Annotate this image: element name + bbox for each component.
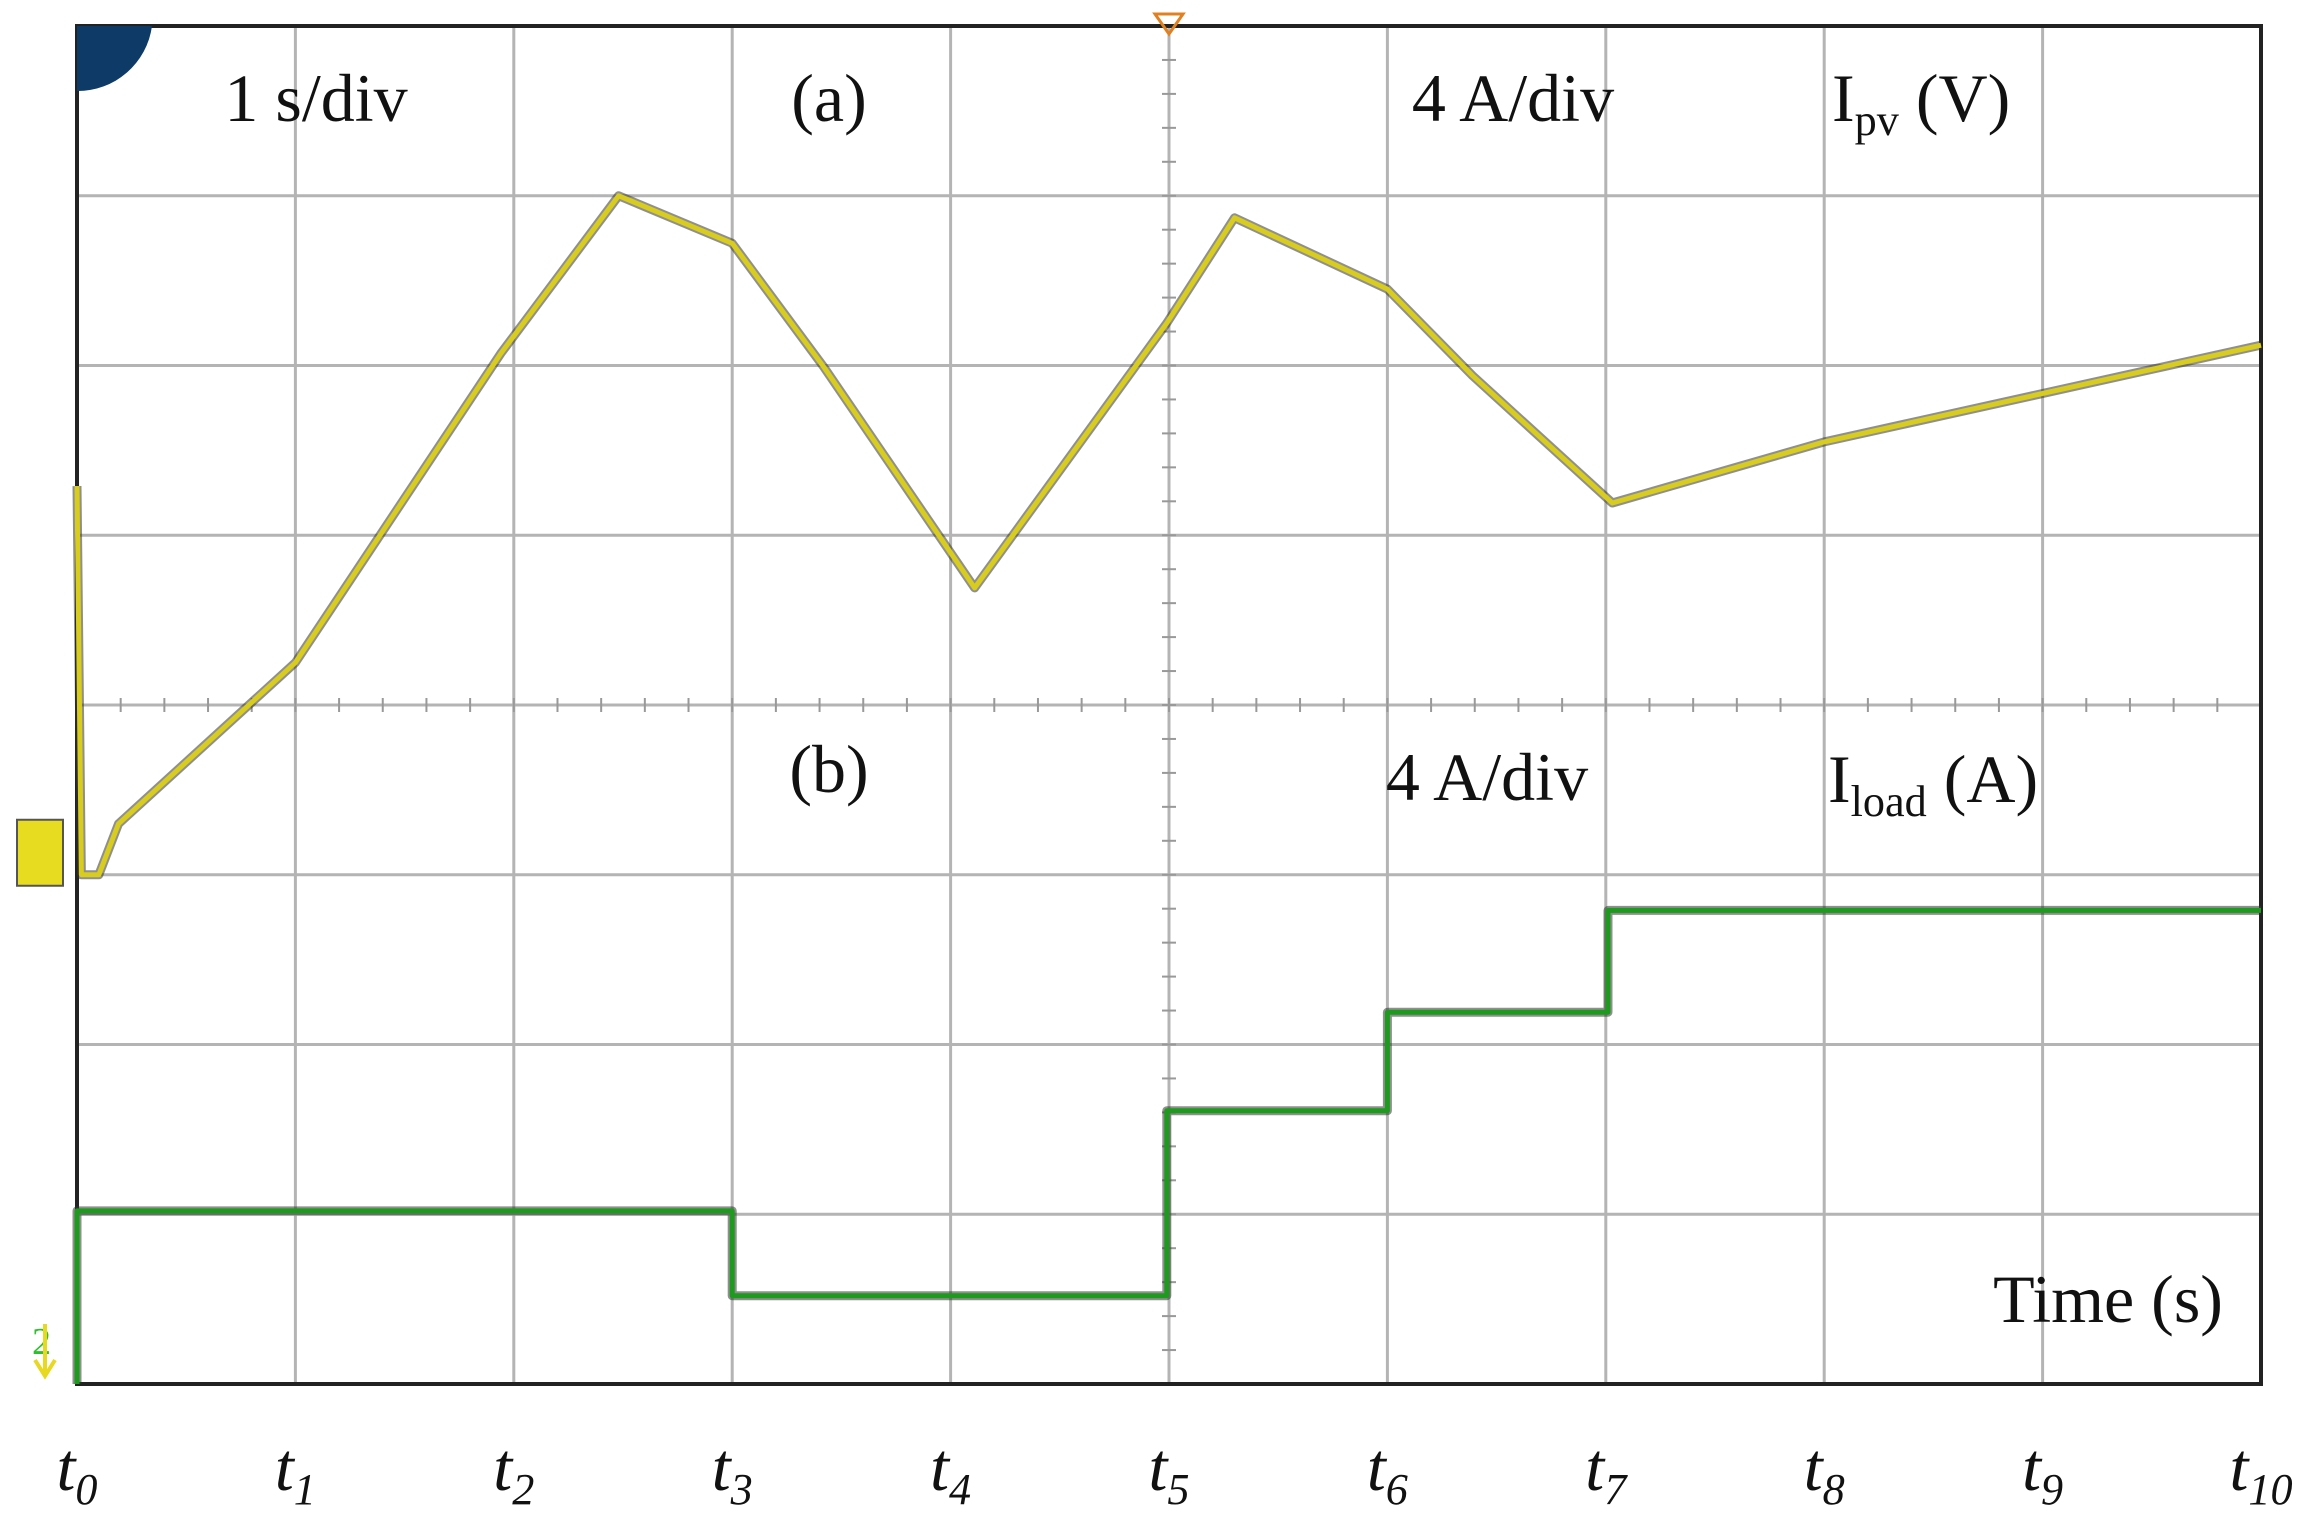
x-tick-label: t1 [275, 1429, 316, 1514]
x-tick-label: t3 [712, 1429, 753, 1514]
ch2-arrow [33, 1324, 57, 1380]
trace [74, 907, 2261, 1384]
x-tick-label: t4 [930, 1429, 971, 1514]
annotation: 4 A/div [1386, 739, 1588, 815]
x-tick-label: t5 [1149, 1429, 1190, 1514]
channel-marker: 2 [32, 1321, 51, 1363]
annotation: 4 A/div [1412, 60, 1614, 136]
x-tick-label: t6 [1367, 1429, 1408, 1514]
trigger-marker [1152, 12, 1186, 37]
x-tick-label: t10 [2229, 1429, 2292, 1514]
x-tick-label: t8 [1804, 1429, 1845, 1514]
x-tick-label: t0 [57, 1429, 98, 1514]
annotation: Ipv (V) [1832, 60, 2010, 145]
x-tick-label: t2 [493, 1429, 534, 1514]
annotation: Time (s) [1993, 1261, 2223, 1337]
annotation: Iload (A) [1828, 741, 2038, 826]
annotation: 1 s/div [224, 60, 407, 136]
annotation: (a) [791, 60, 866, 136]
x-tick-label: t9 [2022, 1429, 2063, 1514]
scope-badge [77, 26, 152, 92]
trace [74, 193, 2262, 878]
annotation: (b) [789, 731, 868, 807]
ch1-marker [16, 818, 64, 887]
x-tick-label: t7 [1585, 1429, 1628, 1514]
